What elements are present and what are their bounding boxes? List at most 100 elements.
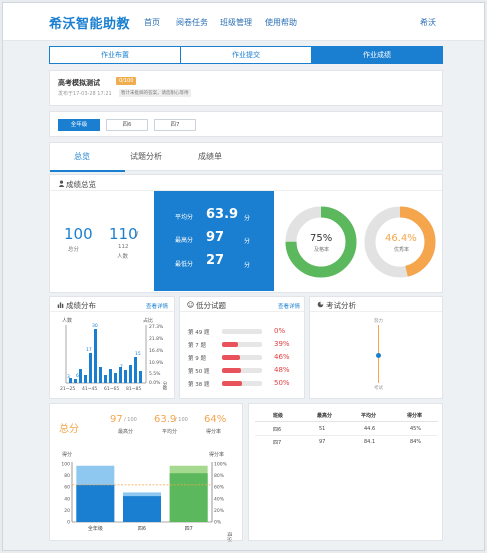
distribution-right-tick: 10.9%	[149, 361, 164, 366]
subtab-question-analysis[interactable]: 试题分析	[130, 152, 162, 161]
low-question-bar	[222, 342, 238, 347]
app-logo[interactable]: 希沃智能助教	[49, 17, 131, 32]
bar-label: 3	[67, 375, 70, 380]
distribution-bar	[99, 367, 102, 383]
right-axis-unit: 得分率	[226, 532, 233, 542]
class-comparison-card: 总分 97 / 100 最高分 63.9 / 100 平均分 64% 得分率 得…	[49, 403, 243, 543]
exam-header: 高考模拟测试 0/100 发布于17-03-28 17:21 暂计未批阅的答案，…	[49, 70, 443, 106]
distribution-right-tick: 0.0%	[149, 381, 161, 386]
excellent-rate-arc	[364, 206, 436, 278]
left-tick-label: 100	[61, 462, 70, 468]
bar-label: 15	[135, 352, 141, 357]
distribution-bar	[119, 367, 122, 383]
nav-home[interactable]: 首页	[144, 18, 160, 27]
subtab-overview[interactable]: 总览	[74, 152, 90, 161]
distribution-left-axis: 人数	[62, 318, 73, 324]
distribution-card: 成绩分布 查看详情 人数 占比 3 6 17 30	[49, 296, 175, 399]
filter-all-grade[interactable]: 全年级	[58, 119, 100, 131]
low-question-bar	[222, 355, 241, 360]
summary-max-label: 最高分	[118, 429, 134, 435]
table-cell: 84.1	[364, 439, 376, 445]
distribution-x-tick: 61~65	[104, 387, 120, 392]
subtab-transcript[interactable]: 成绩单	[198, 152, 222, 161]
low-question-bar	[222, 368, 242, 373]
summary-rate: 64%	[204, 414, 227, 425]
table-header-class: 班级	[273, 413, 284, 419]
distribution-x-unit: 分数	[162, 381, 167, 390]
distribution-bar	[139, 371, 142, 383]
avg-label: 平均分	[175, 214, 194, 221]
table-cell: 四7	[273, 440, 282, 446]
low-question-track	[222, 329, 262, 334]
category-label: 全年级	[88, 525, 103, 532]
low-question-bar	[222, 381, 242, 386]
right-tick-label: 80%	[214, 473, 225, 479]
avg-score-bar	[76, 484, 115, 522]
people-total: 112	[118, 244, 129, 250]
user-name[interactable]: 希沃	[420, 18, 436, 27]
nav-class-management[interactable]: 班级管理	[220, 18, 252, 27]
analysis-top-label: 努力	[374, 319, 383, 324]
avg-score-bar	[123, 496, 161, 522]
user-icon	[58, 180, 65, 187]
filter-class-4-6[interactable]: 四6	[106, 119, 148, 131]
submitted-count: 110	[109, 225, 138, 243]
table-header-rate: 得分率	[407, 413, 423, 419]
summary-max-den: / 100	[124, 417, 137, 423]
low-score-card: 低分试题 查看详情 第 49 题 0% 第 7 题 39% 第 9 题 46% …	[179, 296, 305, 399]
low-question-value: 48%	[274, 366, 290, 374]
low-question-label: 第 38 题	[188, 382, 210, 388]
left-tick-label: 20	[64, 508, 70, 514]
low-question-track	[222, 355, 262, 360]
distribution-bar	[129, 365, 132, 383]
distribution-right-tick: 16.4%	[149, 349, 164, 354]
distribution-bar	[69, 378, 72, 383]
left-tick-label: 40	[64, 496, 70, 502]
pass-rate-label: 及格率	[314, 247, 330, 253]
divider	[50, 311, 174, 312]
nav-help[interactable]: 使用帮助	[265, 18, 297, 27]
left-tick-label: 0	[67, 520, 70, 526]
analysis-point	[376, 353, 381, 358]
distribution-details-link[interactable]: 查看详情	[146, 304, 169, 310]
bar-label: 6	[76, 374, 79, 379]
active-tab-indicator	[50, 170, 125, 172]
score-table: 班级 最高分 平均分 得分率 四6 51 44.6 45% 四7 97 84.1…	[248, 403, 443, 541]
distribution-right-tick: 5.5%	[149, 372, 161, 377]
right-tick-label: 40%	[214, 496, 225, 502]
total-score-label: 总分	[68, 247, 80, 253]
low-question-value: 0%	[274, 327, 286, 335]
max-label: 最高分	[175, 237, 194, 244]
chart-right-axis-label: 得分率	[209, 452, 225, 458]
divider	[180, 311, 304, 312]
people-label: 人数	[117, 254, 129, 260]
distribution-bar	[104, 375, 107, 383]
table-divider	[255, 435, 438, 436]
avg-score-bar	[169, 473, 208, 522]
summary-label: 总分	[59, 424, 79, 435]
nav-grading-tasks[interactable]: 阅卷任务	[176, 18, 208, 27]
filter-class-4-7[interactable]: 四7	[154, 119, 196, 131]
avg-unit: 分	[244, 215, 251, 222]
bar-label: 30	[92, 324, 98, 329]
bar-label: 17	[86, 348, 92, 353]
table-cell: 四6	[273, 427, 282, 433]
top-bar: 希沃智能助教 首页 阅卷任务 班级管理 使用帮助 希沃	[3, 3, 484, 41]
distribution-bar	[134, 357, 137, 383]
excellent-rate-value: 46.4%	[385, 233, 417, 244]
table-cell: 44.6	[364, 426, 376, 432]
class-comparison-chart: 100 100% 80 80% 60 60% 40 40% 20 20% 0 0% 全年级 四6 四7 得分率	[61, 462, 233, 543]
table-cell: 97	[319, 439, 326, 445]
low-score-details-link[interactable]: 查看详情	[278, 304, 301, 310]
low-question-value: 50%	[274, 379, 290, 387]
right-tick-label: 20%	[214, 508, 225, 514]
overview-title: 成绩总览	[66, 180, 96, 189]
tab-grades[interactable]: 作业成绩	[312, 47, 442, 63]
total-score-value: 100	[64, 225, 93, 243]
right-tick-label: 0%	[214, 520, 222, 526]
tab-assign[interactable]: 作业布置	[50, 47, 181, 63]
tab-submit[interactable]: 作业提交	[181, 47, 312, 63]
table-header-avg: 平均分	[361, 413, 377, 419]
avg-value: 63.9	[206, 207, 239, 222]
grade-filter: 全年级 四6 四7	[49, 111, 443, 137]
